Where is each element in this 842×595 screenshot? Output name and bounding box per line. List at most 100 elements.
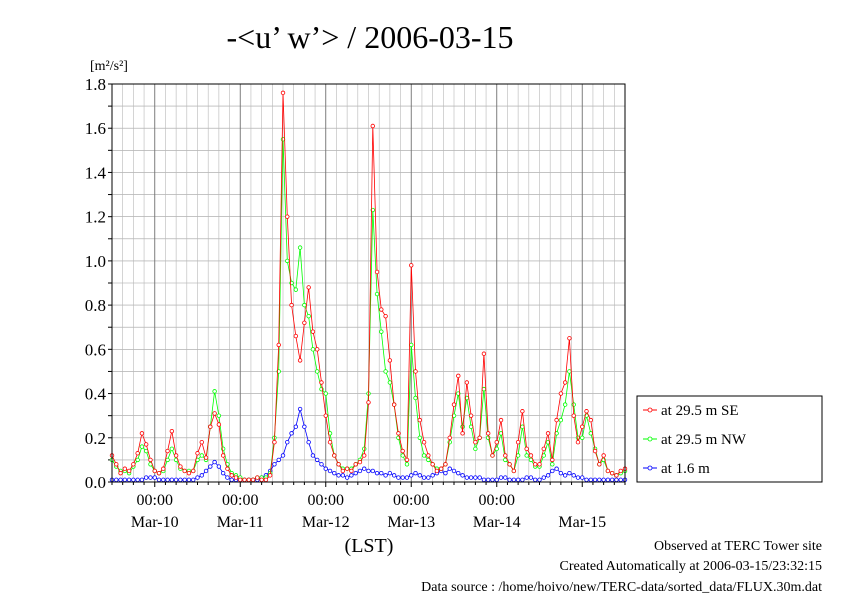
data-point xyxy=(494,477,499,482)
data-point xyxy=(362,466,367,471)
y-tick-label: 0.2 xyxy=(85,429,106,448)
data-point xyxy=(259,477,264,482)
data-point xyxy=(336,462,341,467)
data-point xyxy=(391,402,397,407)
data-point xyxy=(562,473,568,478)
data-point xyxy=(520,409,525,414)
data-point xyxy=(490,453,495,458)
data-point xyxy=(131,477,136,482)
legend-swatch-marker xyxy=(647,407,653,413)
data-point xyxy=(353,462,358,467)
data-point xyxy=(302,320,307,325)
data-point xyxy=(126,477,132,482)
data-point xyxy=(152,475,157,480)
data-point xyxy=(434,468,440,474)
data-point xyxy=(575,475,581,480)
data-point xyxy=(571,402,576,407)
data-point xyxy=(456,373,461,379)
data-point xyxy=(285,214,290,219)
footer-data-source: Data source : /home/hoivo/new/TERC-data/… xyxy=(421,580,822,595)
data-point xyxy=(400,448,405,454)
data-point xyxy=(370,123,375,129)
data-point xyxy=(558,470,564,476)
data-point xyxy=(319,380,324,385)
x-axis-ticks: 00:00 00:00 00:00 00:00 00:00 Mar-10 Mar-11 Mar… xyxy=(111,482,626,531)
data-point xyxy=(511,468,517,474)
data-point xyxy=(443,470,448,476)
data-point xyxy=(379,329,384,334)
x-day-label: Mar-11 xyxy=(217,514,264,531)
data-point xyxy=(148,457,153,463)
data-point xyxy=(280,90,286,96)
data-point xyxy=(618,468,623,474)
data-point xyxy=(545,431,551,436)
data-point xyxy=(114,477,119,482)
x-tick-label: 00:00 xyxy=(393,492,429,509)
data-point xyxy=(212,411,217,416)
data-point xyxy=(524,446,529,452)
x-axis-label: (LST) xyxy=(345,535,394,557)
data-point xyxy=(460,473,465,478)
data-point xyxy=(152,468,157,474)
legend-swatch-marker xyxy=(647,436,653,442)
data-point xyxy=(468,475,474,480)
x-tick-label: 00:00 xyxy=(308,492,344,509)
data-point xyxy=(413,369,418,374)
data-point xyxy=(276,457,281,463)
data-point xyxy=(494,446,499,452)
plot-frame xyxy=(111,83,626,483)
data-point xyxy=(404,457,410,463)
data-point xyxy=(203,455,209,460)
y-tick-label: 0.6 xyxy=(85,340,106,359)
data-point xyxy=(481,351,487,356)
data-point xyxy=(464,380,470,385)
data-point xyxy=(225,475,230,480)
data-point xyxy=(456,470,461,476)
data-point xyxy=(148,475,153,480)
data-point xyxy=(353,470,358,476)
data-point xyxy=(216,413,222,418)
data-point xyxy=(511,477,517,482)
data-point xyxy=(426,475,431,480)
data-point xyxy=(609,477,615,482)
x-day-label: Mar-14 xyxy=(473,514,521,531)
data-point xyxy=(186,470,192,476)
data-point xyxy=(114,462,119,467)
data-point xyxy=(580,475,585,480)
data-point xyxy=(315,457,320,463)
data-point xyxy=(366,400,371,405)
data-point xyxy=(558,391,564,396)
data-point xyxy=(169,446,175,452)
data-point xyxy=(567,336,572,341)
data-point xyxy=(233,475,239,480)
data-point xyxy=(584,477,589,482)
data-point xyxy=(515,477,521,482)
data-point xyxy=(336,473,341,478)
data-point xyxy=(387,358,393,363)
data-point xyxy=(169,428,175,434)
data-point xyxy=(409,473,414,478)
data-point xyxy=(156,477,162,482)
data-point xyxy=(396,431,401,436)
data-point xyxy=(272,440,277,445)
data-point xyxy=(135,457,140,463)
y-axis-unit-label: [m²/s²] xyxy=(90,59,128,74)
data-point xyxy=(306,285,311,290)
data-point xyxy=(216,464,222,469)
data-point xyxy=(242,477,247,482)
data-point xyxy=(498,417,504,423)
y-tick-label: 0.0 xyxy=(85,473,106,492)
data-point xyxy=(537,477,542,482)
data-point xyxy=(413,395,418,401)
data-point xyxy=(524,475,529,480)
data-series xyxy=(109,90,628,482)
data-point xyxy=(191,477,196,482)
data-point xyxy=(417,473,422,478)
data-point xyxy=(562,380,568,385)
data-point xyxy=(618,477,623,482)
legend-label: at 29.5 m NW xyxy=(661,432,747,448)
data-point xyxy=(165,457,170,463)
data-point xyxy=(374,269,380,275)
data-point xyxy=(212,389,217,394)
